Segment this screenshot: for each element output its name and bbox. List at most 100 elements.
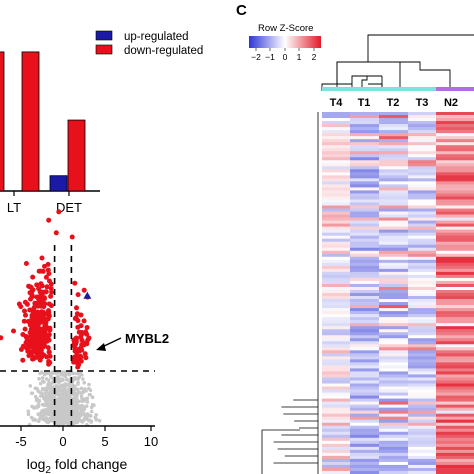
heatmap-cell <box>379 154 408 158</box>
heatmap-cell <box>350 259 379 264</box>
volcano-point-significant <box>74 305 79 311</box>
heatmap-cell <box>436 437 474 442</box>
volcano-point-significant <box>46 271 52 277</box>
heatmap-cell <box>350 130 379 134</box>
volcano-point <box>82 412 86 417</box>
heatmap-cell <box>350 193 379 197</box>
heatmap-cell <box>322 299 350 303</box>
heatmap-cell <box>436 344 474 348</box>
heatmap-cell <box>379 250 408 255</box>
heatmap-cell <box>379 380 408 384</box>
heatmap-cell <box>350 344 379 348</box>
volcano-point <box>48 405 53 410</box>
heatmap-cell <box>379 163 408 167</box>
heatmap-cell <box>436 362 474 366</box>
volcano-point-significant <box>84 325 90 330</box>
heatmap-cell <box>350 184 379 188</box>
heatmap-cell <box>408 416 436 420</box>
heatmap-cell <box>350 443 379 448</box>
heatmap-cell <box>322 389 350 393</box>
heatmap-cell <box>322 401 350 405</box>
heatmap-cell <box>379 461 408 466</box>
heatmap-cell <box>408 172 436 176</box>
volcano-point <box>58 398 63 403</box>
heatmap-cell <box>436 238 474 243</box>
volcano-point <box>37 376 41 381</box>
volcano-point <box>94 418 98 422</box>
heatmap-cell <box>379 127 408 131</box>
heatmap-cell <box>436 329 474 333</box>
heatmap-cell <box>379 410 408 414</box>
volcano-point-significant <box>46 217 52 223</box>
heatmap-cell <box>350 226 379 230</box>
heatmap-cell <box>408 220 436 224</box>
heatmap-cell <box>322 323 350 327</box>
heatmap-cell <box>408 199 436 203</box>
heatmap-cell <box>379 193 408 197</box>
volcano-point <box>54 413 59 418</box>
volcano-point-significant <box>82 351 88 357</box>
heatmap-cell <box>408 455 436 460</box>
volcano-point <box>37 398 42 403</box>
heatmap-cell <box>436 446 474 451</box>
heatmap-cell <box>408 214 436 218</box>
heatmap-cell <box>379 326 408 330</box>
heatmap-cell <box>436 353 474 357</box>
heatmap-cell <box>436 136 474 140</box>
heatmap-cell <box>379 208 408 212</box>
heatmap-cell <box>322 320 350 324</box>
heatmap-cell <box>408 344 436 348</box>
volcano-point-significant <box>11 328 16 334</box>
heatmap-cell <box>350 410 379 414</box>
heatmap-cell <box>408 338 436 342</box>
heatmap-cell <box>322 419 350 424</box>
heatmap-cell <box>350 217 379 221</box>
heatmap-cell <box>436 464 474 469</box>
heatmap-cell <box>350 160 379 164</box>
heatmap-cell <box>408 452 436 457</box>
heatmap-cell <box>350 368 379 372</box>
heatmap-cell <box>350 395 379 399</box>
heatmap-cell <box>322 244 350 249</box>
x-axis-title: log2 fold change <box>27 456 128 474</box>
volcano-point-significant <box>42 263 47 269</box>
heatmap-cell <box>350 452 379 457</box>
heatmap-cells <box>322 112 474 474</box>
heatmap-cell <box>350 127 379 131</box>
heatmap-cell <box>322 229 350 233</box>
volcano-point-significant <box>53 230 59 236</box>
heatmap-cell <box>350 151 379 155</box>
heatmap-cell <box>436 166 474 170</box>
heatmap-cell <box>436 455 474 460</box>
heatmap-cell <box>436 374 474 378</box>
volcano-point <box>72 414 77 418</box>
heatmap-cell <box>379 277 408 282</box>
column-dendrogram <box>321 34 474 91</box>
heatmap-cell <box>408 169 436 173</box>
heatmap-cell <box>350 425 379 430</box>
volcano-point-significant <box>28 330 34 336</box>
heatmap-cell <box>379 368 408 372</box>
volcano-point-significant <box>79 347 85 353</box>
heatmap-cell <box>408 271 436 276</box>
heatmap-cell <box>408 437 436 442</box>
heatmap-cell <box>350 347 379 351</box>
heatmap-cell <box>350 293 379 297</box>
heatmap-cell <box>322 470 350 474</box>
heatmap-cell <box>436 262 474 267</box>
heatmap-cell <box>350 404 379 408</box>
heatmap-cell <box>408 446 436 451</box>
heatmap-cell <box>436 332 474 336</box>
heatmap-cell <box>436 148 474 152</box>
volcano-point <box>38 394 43 398</box>
volcano-point <box>36 402 41 407</box>
color-key-tick-label: −1 <box>265 52 275 62</box>
x-tick-label: -5 <box>15 434 27 449</box>
heatmap-cell <box>322 127 350 131</box>
bar-down-regulated-det <box>67 119 86 192</box>
heatmap-cell <box>350 268 379 273</box>
heatmap-cell <box>436 317 474 321</box>
heatmap-cell <box>436 217 474 221</box>
heatmap-cell <box>408 356 436 360</box>
heatmap-cell <box>408 190 436 194</box>
